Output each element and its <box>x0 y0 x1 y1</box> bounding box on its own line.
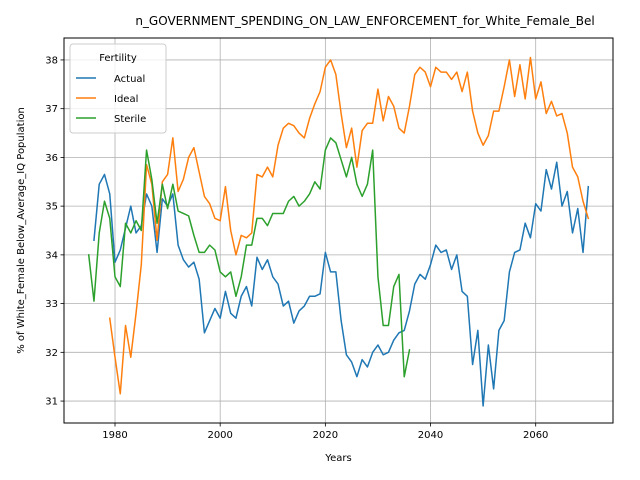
series-lines <box>87 56 590 407</box>
legend-items: Actual Ideal Sterile <box>76 74 146 125</box>
x-tick-label: 2040 <box>418 430 443 441</box>
legend-label-ideal: Ideal <box>114 94 138 105</box>
legend: Fertility Actual Ideal Sterile <box>69 43 167 134</box>
series-line-actual <box>93 161 590 407</box>
chart-title: n_GOVERNMENT_SPENDING_ON_LAW_ENFORCEMENT… <box>135 14 594 28</box>
grid-lines <box>64 38 613 423</box>
y-axis-ticks: 31 32 33 34 35 36 37 38 <box>45 55 64 408</box>
y-tick-label: 38 <box>45 55 58 66</box>
x-tick-label: 2020 <box>313 430 338 441</box>
plot-frame <box>63 37 614 424</box>
series-line-sterile <box>87 137 411 378</box>
series-line-ideal <box>108 56 590 395</box>
y-tick-label: 32 <box>45 348 58 359</box>
legend-title: Fertility <box>99 53 137 64</box>
y-tick-label: 37 <box>45 104 58 115</box>
x-tick-label: 1980 <box>102 430 127 441</box>
legend-label-sterile: Sterile <box>114 114 146 125</box>
x-tick-label: 2000 <box>207 430 232 441</box>
legend-label-actual: Actual <box>114 74 145 85</box>
y-tick-label: 35 <box>45 202 58 213</box>
legend-box <box>69 43 167 134</box>
y-tick-label: 31 <box>45 397 58 408</box>
x-axis-ticks: 1980 2000 2020 2040 2060 <box>102 423 548 441</box>
x-tick-label: 2060 <box>523 430 548 441</box>
y-tick-label: 36 <box>45 153 58 164</box>
x-axis-title: Years <box>324 453 351 464</box>
y-tick-label: 33 <box>45 299 58 310</box>
y-axis-title: % of White_Female Below_Average_IQ Popul… <box>16 107 27 354</box>
y-tick-label: 34 <box>45 250 58 261</box>
